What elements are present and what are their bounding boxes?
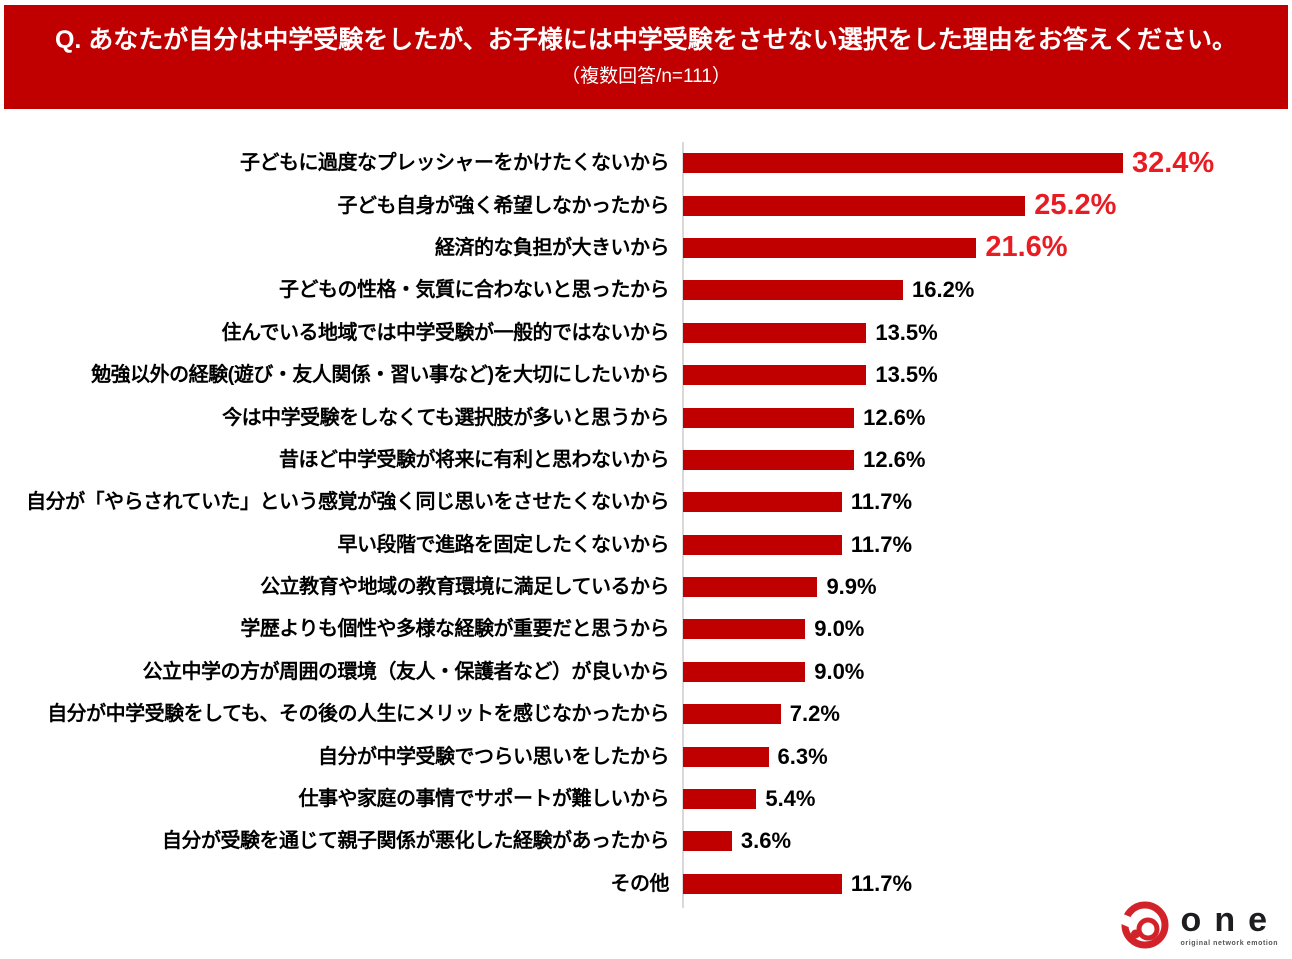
chart-row: 自分が「やらされていた」という感覚が強く同じ思いをさせたくないから 11.7% bbox=[0, 481, 1292, 523]
category-label: 経済的な負担が大きいから bbox=[435, 236, 670, 259]
value-label: 32.4% bbox=[1131, 146, 1215, 179]
bar bbox=[683, 619, 806, 640]
category-label: 自分が受験を通じて親子関係が悪化した経験があったから bbox=[162, 830, 670, 853]
bar bbox=[683, 534, 842, 555]
value-label: 16.2% bbox=[911, 277, 975, 303]
chart-row: その他 11.7% bbox=[0, 863, 1292, 905]
question-banner: Q. あなたが自分は中学受験をしたが、お子様には中学受験をさせない選択をした理由… bbox=[4, 5, 1288, 109]
bar bbox=[683, 365, 867, 386]
chart-row: 仕事や家庭の事情でサポートが難しいから 5.4% bbox=[0, 778, 1292, 820]
bar bbox=[683, 873, 842, 894]
one-logo-textblock: one original network emotion bbox=[1181, 903, 1280, 947]
value-label: 21.6% bbox=[985, 231, 1068, 264]
chart-row: 子どもの性格・気質に合わないと思ったから 16.2% bbox=[0, 269, 1292, 311]
value-label: 13.5% bbox=[875, 319, 938, 345]
value-label: 25.2% bbox=[1034, 189, 1117, 222]
one-logo: one original network emotion bbox=[1120, 901, 1280, 949]
chart-row: 学歴よりも個性や多様な経験が重要だと思うから 9.0% bbox=[0, 608, 1292, 650]
chart-row: 勉強以外の経験(遊び・友人関係・習い事など)を大切にしたいから 13.5% bbox=[0, 354, 1292, 396]
one-logo-text: one bbox=[1180, 901, 1280, 939]
bar bbox=[683, 789, 757, 810]
value-label: 3.6% bbox=[740, 828, 792, 854]
value-label: 12.6% bbox=[863, 404, 926, 430]
category-label: その他 bbox=[610, 872, 670, 895]
bar bbox=[683, 407, 855, 428]
value-label: 11.7% bbox=[850, 489, 913, 515]
value-label: 9.0% bbox=[814, 658, 865, 684]
one-logo-tagline: original network emotion bbox=[1180, 940, 1279, 947]
category-label: 昔ほど中学受験が将来に有利と思わないから bbox=[279, 448, 670, 471]
category-label: 自分が中学受験をしても、その後の人生にメリットを感じなかったから bbox=[47, 703, 669, 726]
bar bbox=[683, 449, 855, 470]
category-label: 子ども自身が強く希望しなかったから bbox=[337, 194, 670, 217]
bar-chart: 子どもに過度なプレッシャーをかけたくないから 32.4% 子ども自身が強く希望し… bbox=[0, 142, 1292, 908]
value-label: 11.7% bbox=[850, 870, 913, 896]
category-label: 子どもに過度なプレッシャーをかけたくないから bbox=[240, 152, 670, 175]
value-label: 13.5% bbox=[875, 362, 938, 388]
bar bbox=[683, 237, 977, 258]
category-label: 仕事や家庭の事情でサポートが難しいから bbox=[298, 788, 670, 811]
chart-row: 早い段階で進路を固定したくないから 11.7% bbox=[0, 524, 1292, 566]
value-label: 9.9% bbox=[826, 574, 877, 600]
category-label: 住んでいる地域では中学受験が一般的ではないから bbox=[221, 321, 670, 344]
value-label: 5.4% bbox=[765, 786, 816, 812]
category-label: 自分が中学受験でつらい思いをしたから bbox=[318, 745, 670, 768]
value-label: 12.6% bbox=[863, 446, 926, 472]
bar bbox=[683, 280, 903, 301]
category-label: 公立中学の方が周囲の環境（友人・保護者など）が良いから bbox=[142, 660, 670, 683]
bar bbox=[683, 746, 769, 767]
chart-row: 昔ほど中学受験が将来に有利と思わないから 12.6% bbox=[0, 439, 1292, 481]
bar bbox=[683, 661, 806, 682]
chart-row: 今は中学受験をしなくても選択肢が多いと思うから 12.6% bbox=[0, 396, 1292, 438]
chart-row: 経済的な負担が大きいから 21.6% bbox=[0, 227, 1292, 269]
bar bbox=[683, 195, 1026, 216]
category-label: 自分が「やらされていた」という感覚が強く同じ思いをさせたくないから bbox=[26, 491, 669, 514]
bar bbox=[683, 577, 818, 598]
one-logo-icon bbox=[1120, 901, 1169, 949]
chart-row: 子ども自身が強く希望しなかったから 25.2% bbox=[0, 184, 1292, 226]
chart-row: 自分が受験を通じて親子関係が悪化した経験があったから 3.6% bbox=[0, 820, 1292, 862]
bar bbox=[683, 322, 867, 343]
category-label: 今は中学受験をしなくても選択肢が多いと思うから bbox=[222, 406, 669, 429]
bar bbox=[683, 831, 732, 852]
value-label: 9.0% bbox=[814, 616, 865, 642]
category-label: 早い段階で進路を固定したくないから bbox=[337, 533, 670, 556]
category-label: 学歴よりも個性や多様な経験が重要だと思うから bbox=[240, 618, 669, 641]
chart-row: 住んでいる地域では中学受験が一般的ではないから 13.5% bbox=[0, 312, 1292, 354]
category-label: 公立教育や地域の教育環境に満足しているから bbox=[260, 576, 669, 599]
chart-axis-line bbox=[682, 142, 684, 908]
value-label: 7.2% bbox=[789, 701, 840, 727]
question-subtitle: （複数回答/n=111） bbox=[561, 65, 731, 87]
chart-row: 公立中学の方が周囲の環境（友人・保護者など）が良いから 9.0% bbox=[0, 651, 1292, 693]
chart-row: 自分が中学受験でつらい思いをしたから 6.3% bbox=[0, 735, 1292, 777]
value-label: 6.3% bbox=[777, 743, 828, 769]
chart-row: 子どもに過度なプレッシャーをかけたくないから 32.4% bbox=[0, 142, 1292, 184]
category-label: 勉強以外の経験(遊び・友人関係・習い事など)を大切にしたいから bbox=[91, 364, 669, 387]
bar bbox=[683, 704, 781, 725]
bar bbox=[683, 153, 1123, 174]
chart-rows: 子どもに過度なプレッシャーをかけたくないから 32.4% 子ども自身が強く希望し… bbox=[0, 142, 1292, 905]
category-label: 子どもの性格・気質に合わないと思ったから bbox=[279, 279, 670, 302]
question-title: Q. あなたが自分は中学受験をしたが、お子様には中学受験をさせない選択をした理由… bbox=[54, 26, 1238, 55]
bar bbox=[683, 492, 842, 513]
chart-row: 自分が中学受験をしても、その後の人生にメリットを感じなかったから 7.2% bbox=[0, 693, 1292, 735]
chart-row: 公立教育や地域の教育環境に満足しているから 9.9% bbox=[0, 566, 1292, 608]
value-label: 11.7% bbox=[850, 531, 913, 557]
